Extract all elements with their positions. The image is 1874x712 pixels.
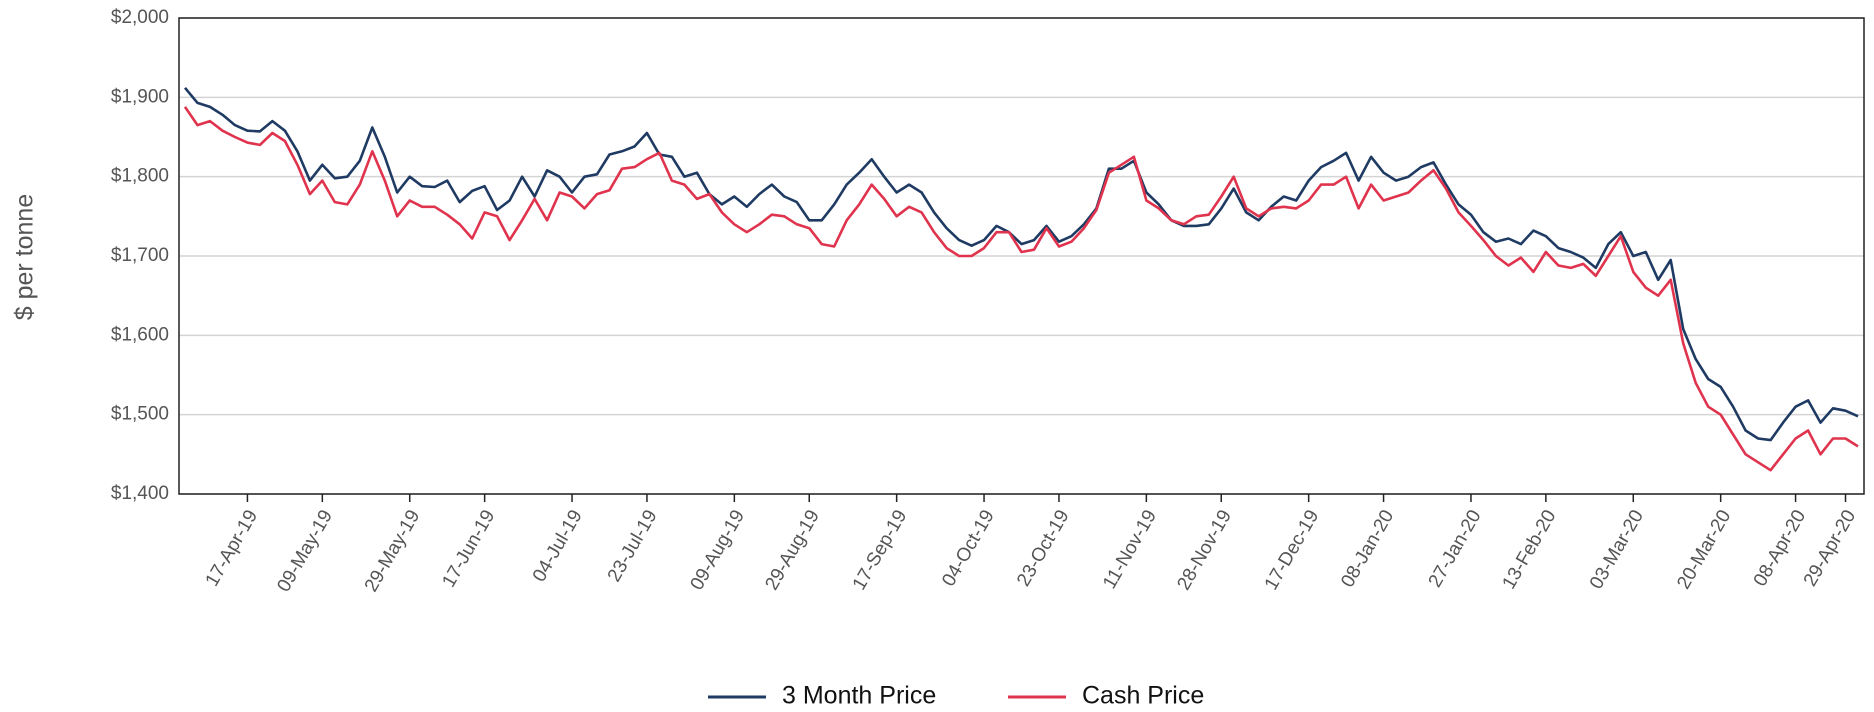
line-series [183, 86, 1859, 442]
y-tick-label: $1,900 [111, 86, 169, 107]
x-tick-label: 09-Aug-19 [686, 507, 749, 594]
x-tick-label: 29-Aug-19 [761, 507, 824, 594]
x-tick-label: 11-Nov-19 [1099, 507, 1161, 593]
x-tick-label: 27-Jan-20 [1425, 507, 1486, 592]
y-tick-label: $1,500 [111, 404, 169, 425]
x-tick-label: 03-Mar-20 [1586, 507, 1648, 593]
y-tick-label: $1,800 [111, 166, 169, 187]
x-tick-label: 23-Oct-19 [1013, 507, 1073, 591]
x-tick-label: 09-May-19 [273, 507, 337, 596]
x-tick-label: 04-Jul-19 [529, 507, 587, 586]
x-tick-label: 13-Feb-20 [1499, 507, 1561, 593]
line-series [183, 106, 1859, 472]
x-tick-label: 08-Jan-20 [1337, 507, 1398, 592]
legend-label: Cash Price [1082, 682, 1204, 710]
x-tick-label: 04-Oct-19 [938, 507, 998, 591]
x-tick-label: 17-Apr-19 [202, 507, 262, 591]
y-tick-label: $2,000 [111, 7, 169, 28]
x-tick-label: 17-Dec-19 [1261, 507, 1324, 594]
y-axis-label: $ per tonne [11, 194, 39, 321]
x-tick-label: 17-Jun-19 [438, 507, 499, 592]
x-tick-label: 20-Mar-20 [1673, 507, 1735, 593]
x-tick-label: 17-Sep-19 [849, 507, 912, 594]
x-tick-label: 28-Nov-19 [1173, 507, 1236, 594]
y-tick-label: $1,700 [111, 245, 169, 266]
y-tick-label: $1,400 [111, 483, 169, 504]
legend-label: 3 Month Price [782, 682, 936, 710]
x-tick-label: 23-Jul-19 [604, 507, 662, 586]
x-tick-label: 29-May-19 [361, 507, 425, 596]
y-tick-label: $1,600 [111, 324, 169, 345]
plot-frame [178, 17, 1865, 495]
